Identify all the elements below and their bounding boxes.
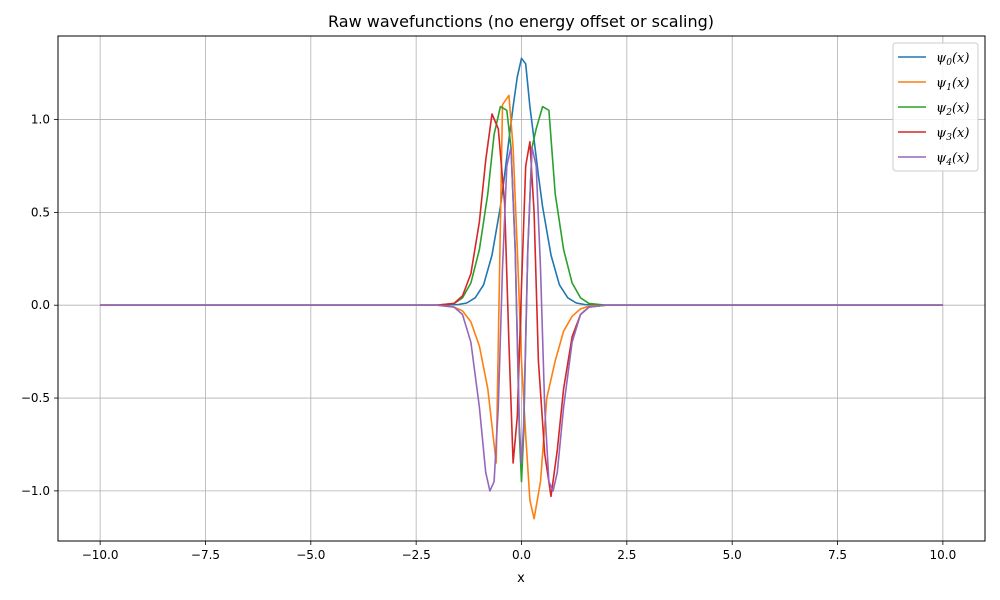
legend: ψ0(x) ψ1(x) ψ2(x) ψ3(x) ψ4(x) bbox=[892, 42, 979, 172]
series-line-psi0 bbox=[100, 57, 943, 306]
y-tick-label: 1.0 bbox=[31, 113, 50, 127]
x-tick-label: 5.0 bbox=[723, 548, 742, 562]
legend-label-psi2: ψ2(x) bbox=[936, 101, 969, 118]
x-tick-label: 0.0 bbox=[512, 548, 531, 562]
series-line-psi4 bbox=[100, 146, 943, 492]
x-tick-label: 10.0 bbox=[930, 548, 957, 562]
y-tick-label: 0.5 bbox=[31, 205, 50, 219]
y-tick-label: −0.5 bbox=[21, 391, 50, 405]
x-axis: −10.0 −7.5 −5.0 −2.5 0.0 2.5 5.0 7.5 10.0 bbox=[82, 541, 956, 562]
y-tick-label: −1.0 bbox=[21, 484, 50, 498]
series-line-psi1 bbox=[100, 94, 943, 520]
x-tick-label: −7.5 bbox=[191, 548, 220, 562]
series-line-psi2 bbox=[100, 105, 943, 483]
legend-label-psi4: ψ4(x) bbox=[936, 151, 969, 168]
legend-frame bbox=[892, 42, 979, 172]
y-axis: −1.0 −0.5 0.0 0.5 1.0 bbox=[21, 113, 58, 498]
y-tick-label: 0.0 bbox=[31, 298, 50, 312]
x-tick-label: −10.0 bbox=[82, 548, 119, 562]
series-line-psi3 bbox=[100, 113, 943, 498]
legend-label-psi0: ψ0(x) bbox=[936, 51, 969, 68]
x-tick-label: 2.5 bbox=[617, 548, 636, 562]
x-tick-label: −2.5 bbox=[402, 548, 431, 562]
x-tick-label: 7.5 bbox=[828, 548, 847, 562]
x-axis-label: x bbox=[517, 571, 525, 586]
data-lines bbox=[100, 57, 943, 520]
legend-label-psi3: ψ3(x) bbox=[936, 126, 969, 143]
x-tick-label: −5.0 bbox=[296, 548, 325, 562]
chart-title: Raw wavefunctions (no energy offset or s… bbox=[328, 12, 714, 31]
legend-label-psi1: ψ1(x) bbox=[936, 76, 969, 93]
